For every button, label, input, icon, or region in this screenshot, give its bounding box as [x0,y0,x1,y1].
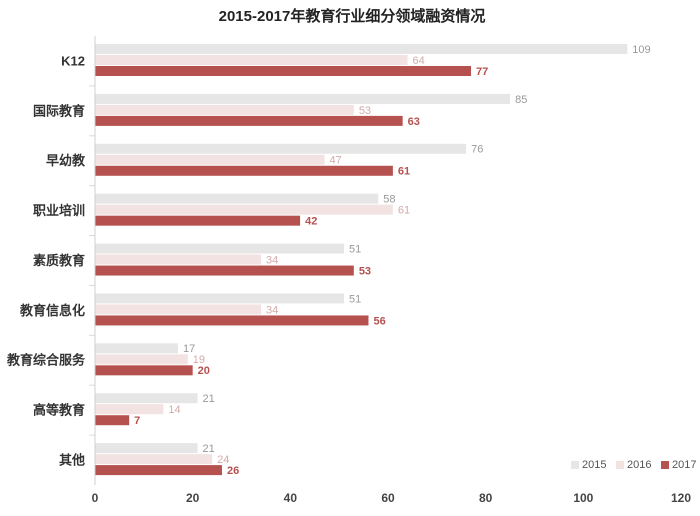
data-label-2017: 56 [373,315,385,327]
data-label-2016: 34 [266,304,278,316]
category-separators [89,85,95,436]
bar-2016 [95,304,262,315]
bar-2015 [95,343,179,354]
data-label-2016: 64 [413,55,425,67]
data-label-2017: 42 [305,216,317,228]
data-label-2017: 20 [198,365,210,377]
data-label-2015: 51 [349,243,361,255]
legend-label-2017: 2017 [672,459,696,471]
data-label-2016: 34 [266,254,278,266]
bar-2016 [95,204,393,215]
data-label-2015: 21 [203,393,215,405]
data-label-2015: 51 [349,293,361,305]
bar-2015 [95,293,345,304]
data-label-2015: 85 [515,94,527,106]
data-label-2016: 14 [168,404,180,416]
category-label: 早幼教 [46,153,86,168]
data-label-2016: 53 [359,105,371,117]
category-label: 其他 [59,452,85,467]
category-label: 教育综合服务 [6,353,86,368]
x-tick-label: 100 [573,491,593,505]
category-label: 职业培训 [33,203,85,218]
data-label-2015: 109 [632,44,650,56]
category-label: K12 [61,53,85,68]
bar-2016 [95,254,262,265]
bar-2017 [95,66,472,76]
legend-swatch-2017 [661,461,669,469]
bar-2015 [95,243,345,254]
bar-2017 [95,115,403,126]
bars-group [95,44,628,476]
bar-2016 [95,154,325,165]
bar-2016 [95,104,354,115]
category-label: 素质教育 [33,253,85,268]
legend-swatch-2016 [616,461,624,469]
bar-2016 [95,354,188,365]
bar-2015 [95,44,628,54]
x-tick-label: 40 [284,491,298,505]
x-tick-label: 80 [479,491,493,505]
x-tick-label: 0 [92,491,99,505]
category-label: 高等教育 [33,403,85,418]
category-label: 国际教育 [33,103,85,118]
data-label-2017: 61 [398,166,410,178]
data-label-2017: 77 [476,66,488,78]
legend-label-2015: 2015 [582,459,606,471]
bar-2016 [95,454,213,465]
bar-2016 [95,404,164,415]
bar-2016 [95,55,408,65]
bar-2015 [95,393,198,404]
chart-title: 2015-2017年教育行业细分领域融资情况 [219,7,486,25]
bar-2017 [95,365,193,376]
legend-label-2016: 2016 [627,459,651,471]
data-label-2015: 21 [203,443,215,455]
bar-2017 [95,165,393,176]
bar-2017 [95,415,130,426]
data-label-2016: 61 [398,205,410,217]
legend: 2015 2016 2017 [571,459,696,471]
data-label-2017: 7 [134,415,140,427]
bar-2017 [95,215,301,226]
x-tick-label: 60 [381,491,395,505]
category-label: 教育信息化 [19,303,85,318]
data-label-2016: 19 [193,354,205,366]
bar-2017 [95,315,369,326]
data-label-2017: 53 [359,265,371,277]
bar-2015 [95,93,511,104]
bar-2015 [95,143,467,154]
bar-2017 [95,265,354,276]
data-label-2015: 17 [183,343,195,355]
x-tick-label: 120 [671,491,691,505]
bar-2015 [95,193,379,204]
data-label-2016: 47 [330,155,342,167]
legend-swatch-2015 [571,461,579,469]
data-label-2017: 26 [227,465,239,477]
x-tick-label: 20 [186,491,200,505]
data-label-2015: 76 [471,144,483,156]
data-label-2016: 24 [217,454,229,466]
bar-2017 [95,465,222,476]
x-axis-ticks-group: 0 20 40 60 80 100 120 [92,491,692,505]
data-label-2015: 58 [383,194,395,206]
data-label-2017: 63 [408,116,420,128]
data-labels-group: 1096477855363764761586142513453513456171… [134,44,650,477]
bar-2015 [95,443,198,454]
